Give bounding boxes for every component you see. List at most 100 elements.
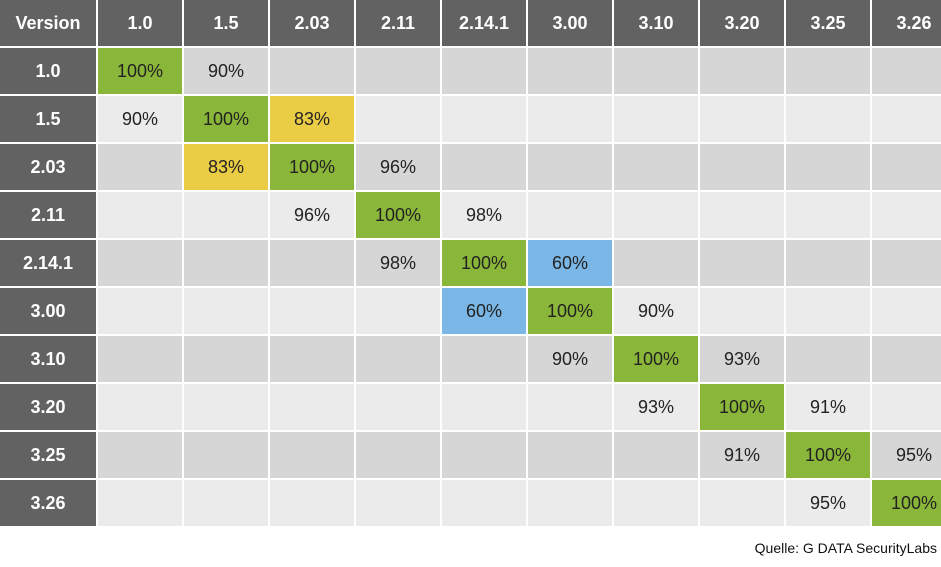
- similarity-cell: 60%: [528, 240, 612, 286]
- empty-cell: [614, 240, 698, 286]
- corner-header: Version: [0, 0, 96, 46]
- empty-cell: [614, 480, 698, 526]
- row-header: 3.10: [0, 336, 96, 382]
- similarity-cell: 98%: [356, 240, 440, 286]
- empty-cell: [872, 144, 941, 190]
- empty-cell: [270, 432, 354, 478]
- empty-cell: [270, 240, 354, 286]
- similarity-cell: 60%: [442, 288, 526, 334]
- similarity-cell: 100%: [872, 480, 941, 526]
- row-header: 3.20: [0, 384, 96, 430]
- empty-cell: [442, 432, 526, 478]
- similarity-cell: 100%: [270, 144, 354, 190]
- row-header: 3.26: [0, 480, 96, 526]
- column-header: 3.20: [700, 0, 784, 46]
- empty-cell: [872, 336, 941, 382]
- empty-cell: [184, 336, 268, 382]
- empty-cell: [356, 96, 440, 142]
- empty-cell: [872, 192, 941, 238]
- similarity-cell: 96%: [270, 192, 354, 238]
- empty-cell: [700, 192, 784, 238]
- row-header: 3.25: [0, 432, 96, 478]
- empty-cell: [786, 240, 870, 286]
- similarity-cell: 90%: [98, 96, 182, 142]
- empty-cell: [98, 192, 182, 238]
- similarity-cell: 100%: [528, 288, 612, 334]
- empty-cell: [356, 432, 440, 478]
- column-header: 3.00: [528, 0, 612, 46]
- row-header: 1.5: [0, 96, 96, 142]
- similarity-cell: 93%: [700, 336, 784, 382]
- similarity-cell: 100%: [700, 384, 784, 430]
- row-header: 3.00: [0, 288, 96, 334]
- empty-cell: [270, 336, 354, 382]
- empty-cell: [442, 144, 526, 190]
- empty-cell: [270, 288, 354, 334]
- column-header: 2.11: [356, 0, 440, 46]
- similarity-cell: 100%: [442, 240, 526, 286]
- empty-cell: [442, 336, 526, 382]
- empty-cell: [442, 384, 526, 430]
- empty-cell: [98, 384, 182, 430]
- empty-cell: [356, 48, 440, 94]
- similarity-cell: 90%: [528, 336, 612, 382]
- column-header: 2.03: [270, 0, 354, 46]
- similarity-cell: 100%: [786, 432, 870, 478]
- empty-cell: [786, 288, 870, 334]
- row-header: 1.0: [0, 48, 96, 94]
- empty-cell: [614, 48, 698, 94]
- similarity-cell: 100%: [184, 96, 268, 142]
- empty-cell: [184, 432, 268, 478]
- empty-cell: [614, 432, 698, 478]
- empty-cell: [98, 480, 182, 526]
- source-note: Quelle: G DATA SecurityLabs: [754, 540, 937, 556]
- row-header: 2.03: [0, 144, 96, 190]
- column-header: 1.0: [98, 0, 182, 46]
- similarity-cell: 100%: [614, 336, 698, 382]
- empty-cell: [614, 192, 698, 238]
- empty-cell: [786, 96, 870, 142]
- similarity-cell: 91%: [700, 432, 784, 478]
- empty-cell: [528, 480, 612, 526]
- empty-cell: [184, 192, 268, 238]
- empty-cell: [700, 144, 784, 190]
- similarity-cell: 96%: [356, 144, 440, 190]
- similarity-cell: 83%: [270, 96, 354, 142]
- similarity-cell: 100%: [356, 192, 440, 238]
- similarity-cell: 95%: [872, 432, 941, 478]
- empty-cell: [184, 384, 268, 430]
- empty-cell: [184, 480, 268, 526]
- empty-cell: [270, 384, 354, 430]
- column-header: 2.14.1: [442, 0, 526, 46]
- row-header: 2.11: [0, 192, 96, 238]
- empty-cell: [786, 48, 870, 94]
- empty-cell: [98, 288, 182, 334]
- empty-cell: [528, 96, 612, 142]
- similarity-matrix: Version 1.0 1.5 2.03 2.11 2.14.1 3.00 3.10 3.20 3…: [0, 0, 941, 526]
- similarity-cell: 91%: [786, 384, 870, 430]
- column-header: 3.25: [786, 0, 870, 46]
- similarity-cell: 90%: [614, 288, 698, 334]
- empty-cell: [528, 432, 612, 478]
- empty-cell: [442, 480, 526, 526]
- empty-cell: [700, 48, 784, 94]
- empty-cell: [700, 288, 784, 334]
- empty-cell: [614, 144, 698, 190]
- empty-cell: [872, 48, 941, 94]
- empty-cell: [98, 144, 182, 190]
- empty-cell: [614, 96, 698, 142]
- similarity-cell: 98%: [442, 192, 526, 238]
- empty-cell: [98, 432, 182, 478]
- empty-cell: [872, 240, 941, 286]
- empty-cell: [786, 192, 870, 238]
- empty-cell: [700, 240, 784, 286]
- empty-cell: [528, 384, 612, 430]
- empty-cell: [98, 336, 182, 382]
- similarity-cell: 100%: [98, 48, 182, 94]
- similarity-cell: 95%: [786, 480, 870, 526]
- empty-cell: [356, 288, 440, 334]
- empty-cell: [356, 336, 440, 382]
- empty-cell: [700, 96, 784, 142]
- similarity-cell: 83%: [184, 144, 268, 190]
- empty-cell: [786, 336, 870, 382]
